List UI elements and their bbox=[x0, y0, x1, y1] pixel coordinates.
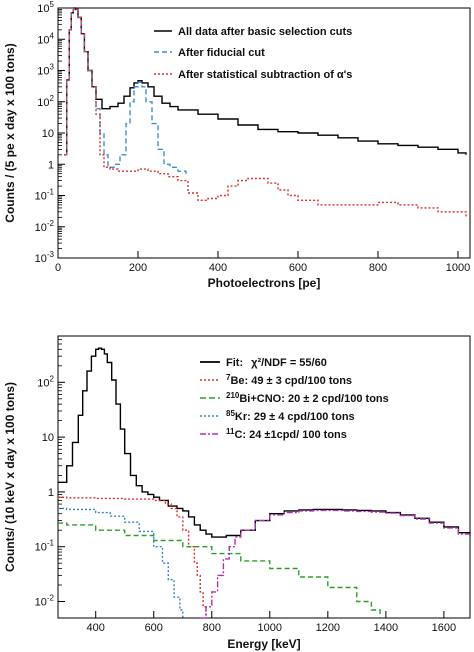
series-line-0 bbox=[58, 347, 471, 538]
legend-kr85-text: Kr: 29 ± 4 cpd/100 tons bbox=[235, 411, 355, 423]
top-chart: 0 200 400 600 800 1000 10-3 10-2 10-1 1 10 102 103 10… bbox=[3, 0, 471, 290]
y-tick-label: 10-1 bbox=[35, 539, 55, 554]
legend-bi210-text: Bi+CNO: 20 ± 2 cpd/100 tons bbox=[239, 393, 388, 405]
series-line-2 bbox=[64, 7, 467, 218]
y-tick-label: 10-2 bbox=[35, 594, 55, 609]
x-tick-label: 600 bbox=[145, 622, 163, 634]
y-tick-label: 1 bbox=[48, 159, 54, 171]
legend-label-all-data: All data after basic selection cuts bbox=[178, 26, 352, 38]
x-tick-label: 800 bbox=[369, 262, 387, 274]
bottom-legend: Fit: χ²/NDF = 55/60 7Be: 49 ± 3 cpd/100 t… bbox=[196, 352, 468, 448]
legend-label-c11: 11C: 24 ±1cpd/ 100 tons bbox=[226, 427, 347, 441]
x-tick-label: 600 bbox=[289, 262, 307, 274]
bottom-plot-frame bbox=[57, 335, 471, 619]
x-tick-label: 1400 bbox=[374, 622, 398, 634]
bottom-x-axis-label: Energy [keV] bbox=[227, 637, 300, 651]
y-tick-label: 10-2 bbox=[35, 219, 55, 234]
y-tick-label: 104 bbox=[37, 31, 54, 46]
legend-label-fit: Fit: χ²/NDF = 55/60 bbox=[226, 357, 327, 369]
top-plot-frame bbox=[57, 7, 471, 259]
legend-be7-isotope: 7 bbox=[226, 373, 231, 382]
y-tick-label: 10 bbox=[42, 128, 54, 140]
bottom-series-group bbox=[58, 347, 471, 619]
top-x-axis-label: Photoelectrons [pe] bbox=[208, 276, 321, 290]
series-line-1 bbox=[58, 496, 207, 618]
y-tick-label: 105 bbox=[37, 0, 54, 15]
bottom-y-axis-label: Counts/ (10 keV x day x 100 tons) bbox=[3, 382, 17, 572]
x-tick-label: 1000 bbox=[446, 262, 470, 274]
y-tick-label: 10 bbox=[42, 432, 54, 444]
legend-be7-text: Be: 49 ± 3 cpd/100 tons bbox=[230, 375, 352, 387]
x-tick-label: 1200 bbox=[316, 622, 340, 634]
legend-c11-text: C: 24 ±1cpd/ 100 tons bbox=[234, 429, 346, 441]
legend-label-be7: 7Be: 49 ± 3 cpd/100 tons bbox=[226, 373, 352, 387]
legend-kr85-isotope: 85 bbox=[226, 409, 235, 418]
x-tick-label: 400 bbox=[209, 262, 227, 274]
legend-label-fiducial: After fiducial cut bbox=[178, 47, 265, 59]
series-line-3 bbox=[58, 507, 184, 618]
x-tick-label: 1600 bbox=[432, 622, 456, 634]
legend-label-kr85: 85Kr: 29 ± 4 cpd/100 tons bbox=[226, 409, 355, 423]
series-line-1 bbox=[64, 7, 187, 174]
x-tick-label: 400 bbox=[87, 622, 105, 634]
y-tick-label: 1 bbox=[48, 487, 54, 499]
top-legend: All data after basic selection cuts Afte… bbox=[154, 26, 352, 81]
series-line-2 bbox=[58, 522, 381, 618]
top-axis-ticks: 0 200 400 600 800 1000 10-3 10-2 10-1 1 10 102 103 10… bbox=[35, 0, 471, 274]
y-tick-label: 102 bbox=[37, 374, 54, 389]
legend-label-bi210-cno: 210Bi+CNO: 20 ± 2 cpd/100 tons bbox=[226, 391, 389, 405]
bottom-legend-box bbox=[196, 352, 468, 448]
x-tick-label: 1000 bbox=[258, 622, 282, 634]
series-line-4 bbox=[200, 509, 471, 619]
legend-bi210-isotope: 210 bbox=[226, 391, 240, 400]
y-tick-label: 10-1 bbox=[35, 188, 55, 203]
x-tick-label: 800 bbox=[203, 622, 221, 634]
legend-fit-chi2: χ²/NDF = 55/60 bbox=[251, 357, 327, 369]
legend-fit-name: Fit: bbox=[226, 357, 243, 369]
bottom-chart: 400 600 800 1000 1200 1400 160010-210-1110102 … bbox=[3, 335, 471, 651]
x-tick-label: 0 bbox=[55, 262, 61, 274]
legend-c11-isotope: 11 bbox=[226, 427, 235, 436]
top-y-axis-label: Counts / (5 pe x day x 100 tons) bbox=[3, 43, 17, 222]
top-series-group bbox=[64, 7, 467, 218]
x-tick-label: 200 bbox=[129, 262, 147, 274]
y-tick-label: 103 bbox=[37, 63, 54, 78]
y-tick-label: 10-3 bbox=[35, 250, 55, 265]
legend-label-alpha-subtraction: After statistical subtraction of α's bbox=[178, 69, 352, 81]
y-tick-label: 102 bbox=[37, 94, 54, 109]
